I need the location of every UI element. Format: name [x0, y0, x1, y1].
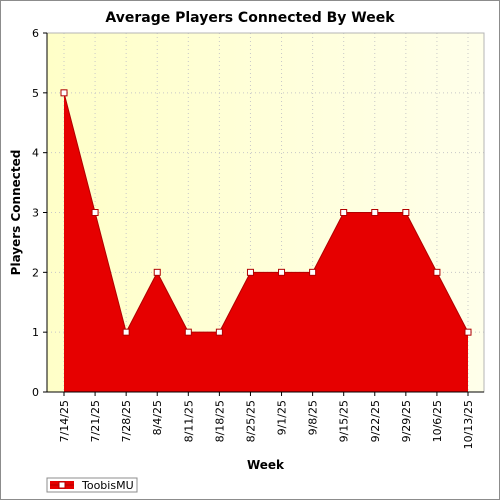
legend-marker	[58, 481, 66, 489]
x-tick-label: 9/22/25	[369, 400, 382, 442]
series-area	[63, 92, 469, 392]
data-point-marker	[60, 89, 68, 97]
y-tick-label: 5	[32, 87, 39, 100]
y-tick-label: 4	[32, 147, 39, 160]
y-tick-label: 3	[32, 207, 39, 220]
data-point-marker	[464, 328, 472, 336]
series-line	[63, 92, 469, 334]
y-tick-label: 6	[32, 27, 39, 40]
data-point-marker	[433, 268, 441, 276]
y-tick-labels: 0 1 2 3 4 5 6	[32, 27, 39, 399]
data-point-marker	[309, 268, 317, 276]
x-tick-label: 7/14/25	[58, 400, 71, 442]
y-tick-label: 0	[32, 386, 39, 399]
data-point-marker	[153, 268, 161, 276]
chart-title: Average Players Connected By Week	[105, 10, 395, 26]
x-tick-label: 7/21/25	[89, 400, 102, 442]
y-tick-label: 2	[32, 266, 39, 279]
x-tick-label: 8/25/25	[244, 400, 257, 442]
data-points	[60, 89, 472, 336]
x-tick-label: 8/18/25	[213, 400, 226, 442]
series-area-fill	[64, 92, 468, 392]
data-point-marker	[246, 268, 254, 276]
x-tick-label: 9/15/25	[338, 400, 351, 442]
data-point-marker	[278, 268, 286, 276]
legend-label: ToobisMU	[81, 479, 134, 492]
data-point-marker	[215, 328, 223, 336]
x-tick-label: 10/13/25	[462, 400, 475, 449]
x-tick-label: 9/29/25	[400, 400, 413, 442]
axes	[43, 32, 485, 396]
data-point-marker	[402, 209, 410, 216]
data-point-marker	[340, 209, 348, 216]
data-point-marker	[122, 328, 130, 336]
x-tick-label: 7/28/25	[120, 400, 133, 442]
x-axis-label: Week	[247, 458, 285, 472]
x-tick-label: 8/4/25	[151, 400, 164, 435]
data-point-marker	[371, 209, 379, 216]
x-tick-label: 10/6/25	[431, 400, 444, 442]
y-axis-label: Players Connected	[9, 150, 23, 276]
legend: ToobisMU	[46, 477, 138, 493]
x-tick-label: 8/11/25	[182, 400, 195, 442]
data-point-marker	[184, 328, 192, 336]
x-tick-label: 9/8/25	[307, 400, 320, 435]
data-point-marker	[91, 209, 99, 216]
x-tick-label: 9/1/25	[276, 400, 289, 435]
x-tick-labels: 7/14/25 7/21/25 7/28/25 8/4/25 8/11/25 8/18/2…	[58, 400, 475, 449]
y-tick-label: 1	[32, 326, 39, 339]
